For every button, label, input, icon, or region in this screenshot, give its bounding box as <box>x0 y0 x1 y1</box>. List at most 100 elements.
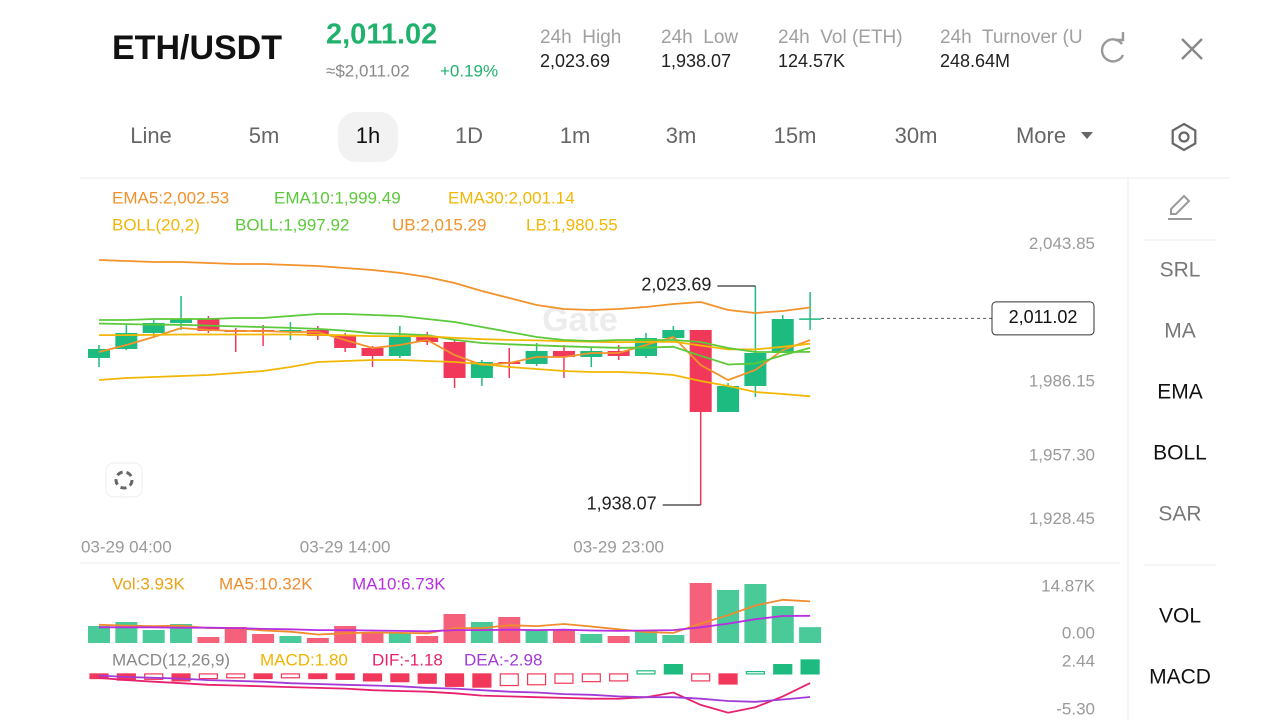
legend-entry: MA10:6.73K <box>352 574 446 593</box>
indicator-tool[interactable]: MA <box>1164 320 1196 343</box>
refresh-icon[interactable] <box>1100 32 1125 63</box>
volume-bar <box>525 629 548 643</box>
macd-bar <box>390 673 410 683</box>
candle-body <box>443 341 466 378</box>
timeframe-tab[interactable]: 1D <box>455 123 483 148</box>
indicator-line <box>98 674 811 703</box>
macd-bar <box>663 664 683 675</box>
candle-body <box>662 329 685 338</box>
indicator-tool[interactable]: SRL <box>1160 259 1201 282</box>
settings-dot <box>1178 131 1190 143</box>
macd-bar <box>800 659 820 675</box>
timeframe-tab[interactable]: 15m <box>774 123 817 148</box>
timeframe-tab[interactable]: 1m <box>560 123 591 148</box>
y-tick-label: 1,957.30 <box>1029 445 1095 464</box>
volume-bar <box>635 629 657 643</box>
macd-bar <box>526 673 547 686</box>
indicator-line <box>98 327 811 381</box>
indicator-line <box>98 322 811 366</box>
fullscreen-icon[interactable] <box>105 462 143 498</box>
last-price-label: 2,011.02 <box>1009 307 1078 327</box>
legend-entry: DIF:-1.18 <box>372 650 443 669</box>
last-price: 2,011.02 <box>326 19 437 51</box>
indicator-tool[interactable]: MACD <box>1149 666 1211 689</box>
volume-bar <box>744 584 767 643</box>
settings-icon[interactable] <box>1171 122 1197 152</box>
macd-bar <box>472 673 492 688</box>
indicator-tools: SRL MA EMA BOLL SAR VOL MACD <box>1149 259 1211 689</box>
legend-entry: UB:2,015.29 <box>392 215 487 234</box>
pair-title: ETH/USDT <box>112 29 282 67</box>
volume-bar <box>306 638 329 643</box>
candle-body <box>689 329 712 412</box>
pencil-icon[interactable] <box>1168 194 1192 220</box>
volume-bar <box>170 623 193 643</box>
stat-label: 24h Turnover (U <box>940 27 1083 48</box>
indicator-line <box>98 676 811 714</box>
macd-bar <box>499 673 519 687</box>
y-tick-label: 14.87K <box>1041 576 1096 595</box>
indicator-tool[interactable]: SAR <box>1158 503 1201 526</box>
chart: Gate EMA5:2,002.53 EMA10:1,999.49 EMA30:2,0… <box>81 188 1096 718</box>
indicator-tool[interactable]: EMA <box>1157 381 1203 404</box>
macd-bar <box>308 673 328 680</box>
candle-body <box>580 350 603 357</box>
candle-body <box>142 322 165 333</box>
price-plot: Gate <box>88 259 822 505</box>
macd-bar <box>171 673 191 682</box>
volume-bar <box>142 629 165 643</box>
timeframe-tab[interactable]: 1h <box>356 123 380 148</box>
y-tick-label: 2.44 <box>1062 651 1095 670</box>
macd-bar <box>144 673 164 680</box>
macd-bar <box>554 673 574 684</box>
candle-body <box>170 318 193 323</box>
stat-value: 1,938.07 <box>661 51 731 71</box>
legend-entry: DEA:-2.98 <box>464 650 542 669</box>
stats: 24h High 2,023.69 24h Low 1,938.07 24h Vol (… <box>540 27 1083 71</box>
volume-bar <box>689 583 712 643</box>
stat-label: 24h Low <box>661 27 738 48</box>
active-tab-bg <box>338 112 398 162</box>
indicator-line <box>98 359 811 398</box>
stat-value: 124.57K <box>778 51 845 71</box>
stat-value: 2,023.69 <box>540 51 610 71</box>
y-tick-label: 1,986.15 <box>1029 371 1095 390</box>
legend-entry: BOLL:1,997.92 <box>235 215 349 234</box>
timeframe-tab[interactable]: 30m <box>895 123 938 148</box>
hexagon <box>1171 122 1197 152</box>
macd-bar <box>335 673 355 680</box>
indicator-tool[interactable]: VOL <box>1159 605 1201 628</box>
indicator-line <box>98 259 811 314</box>
legend-entry: MA5:10.32K <box>219 574 313 593</box>
timeframe-tab[interactable]: More <box>1016 123 1066 148</box>
legend-entry: EMA10:1,999.49 <box>274 188 401 207</box>
macd-bar <box>198 673 218 680</box>
legend-entry: MACD:1.80 <box>260 650 348 669</box>
candle-body <box>306 329 329 336</box>
close-icon[interactable] <box>1181 38 1203 60</box>
timeframe-tab[interactable]: 3m <box>666 123 697 148</box>
timeframe-tab[interactable]: 5m <box>249 123 280 148</box>
volume-bar <box>361 632 384 643</box>
volume-bar <box>197 637 220 643</box>
candle-body <box>388 335 411 356</box>
indicator-title: MACD(12,26,9) <box>112 650 230 669</box>
macd-bar <box>226 673 246 679</box>
candle-body <box>470 361 493 378</box>
indicator-line <box>99 333 811 351</box>
candle-body <box>115 332 138 349</box>
macd-bar <box>745 670 766 675</box>
timeframe-tab[interactable]: Line <box>130 123 172 148</box>
icon-frame <box>105 462 143 498</box>
candle-body <box>799 318 822 320</box>
macd-bar <box>636 670 656 675</box>
indicator-tool[interactable]: BOLL <box>1153 442 1207 465</box>
y-tick-label: 1,928.45 <box>1029 509 1095 528</box>
stat-value: 248.64M <box>940 51 1010 71</box>
timeframe-tabs: Line 5m 1h 1D 1m 3m 15m 30m More <box>130 123 1093 148</box>
volume-bar <box>607 635 630 643</box>
y-tick-label: 0.00 <box>1062 623 1095 642</box>
